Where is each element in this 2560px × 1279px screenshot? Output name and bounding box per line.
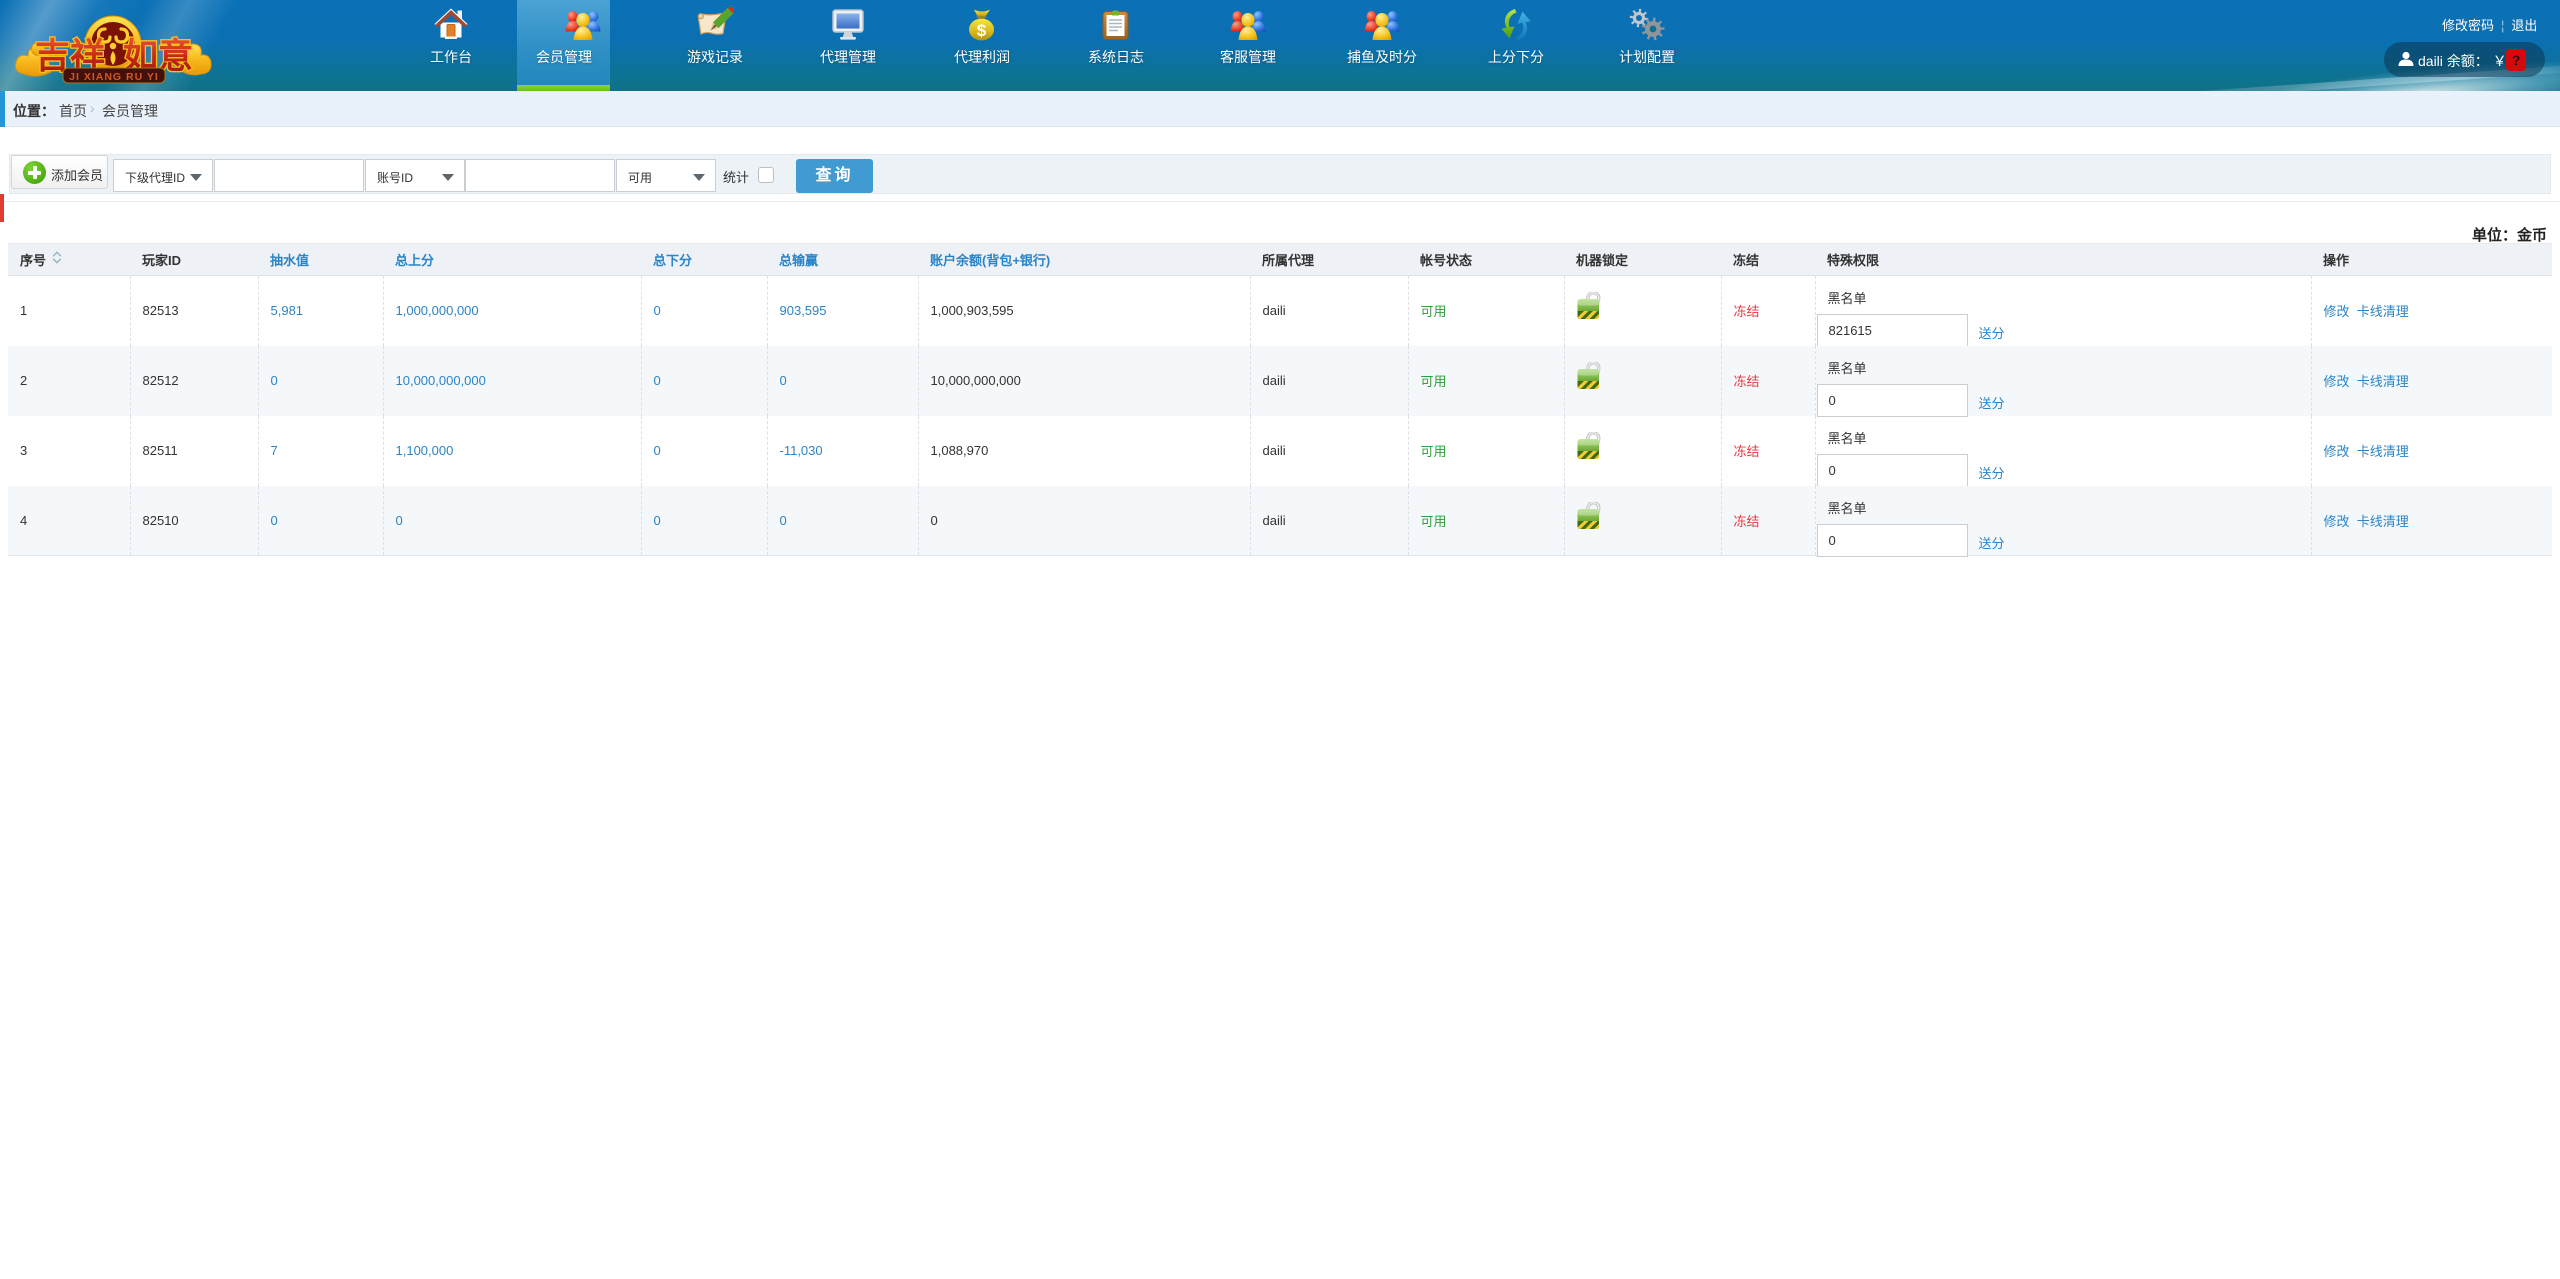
- svg-text:JI XIANG RU YI: JI XIANG RU YI: [69, 71, 159, 83]
- svg-text:$: $: [977, 21, 987, 40]
